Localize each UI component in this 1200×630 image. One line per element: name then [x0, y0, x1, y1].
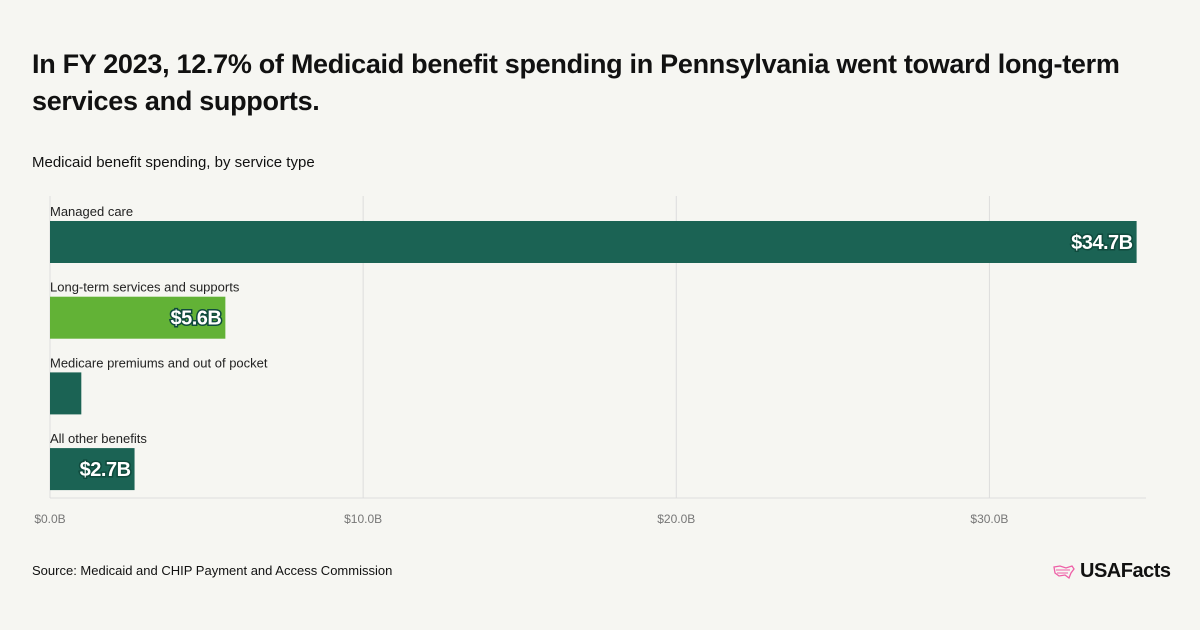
x-tick-label: $10.0B [344, 512, 382, 526]
x-tick-label: $0.0B [34, 512, 65, 526]
us-map-icon [1053, 564, 1075, 579]
chart-title: In FY 2023, 12.7% of Medicaid benefit sp… [32, 49, 1120, 116]
chart-subtitle: Medicaid benefit spending, by service ty… [32, 154, 315, 171]
category-label: Long-term services and supports [50, 280, 240, 295]
data-label: $34.7B [1071, 232, 1133, 254]
data-label: $5.6B [170, 308, 221, 330]
category-label: Managed care [50, 204, 133, 219]
bar [50, 448, 135, 491]
x-tick-label: $20.0B [657, 512, 695, 526]
category-label: All other benefits [50, 431, 147, 446]
logo-text: USAFacts [1080, 560, 1171, 582]
category-label: Medicare premiums and out of pocket [50, 355, 268, 370]
usafacts-logo: USAFacts [1052, 560, 1171, 583]
data-label: $2.7B [80, 459, 131, 481]
bar [50, 221, 1137, 263]
x-tick-label: $30.0B [970, 512, 1008, 526]
bar [50, 296, 226, 339]
source-note: Source: Medicaid and CHIP Payment and Ac… [32, 563, 393, 578]
bar [50, 372, 82, 415]
